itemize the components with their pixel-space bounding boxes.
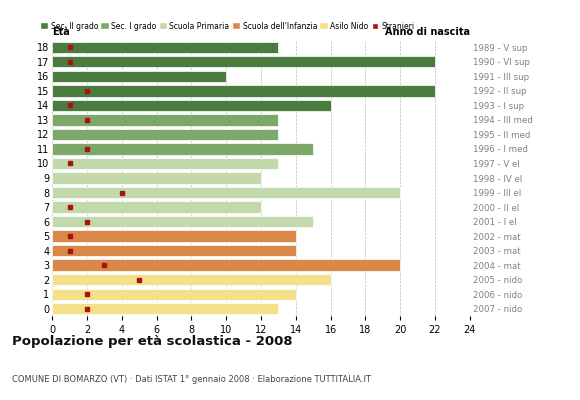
Bar	[52, 216, 313, 227]
Bar	[52, 288, 296, 300]
Bar	[52, 187, 400, 198]
Text: Popolazione per età scolastica - 2008: Popolazione per età scolastica - 2008	[12, 335, 292, 348]
Text: Anno di nascita: Anno di nascita	[385, 27, 470, 37]
Legend: Sec. II grado, Sec. I grado, Scuola Primaria, Scuola dell'Infanzia, Asilo Nido, : Sec. II grado, Sec. I grado, Scuola Prim…	[41, 22, 414, 31]
Bar	[52, 100, 331, 111]
Bar	[52, 85, 435, 96]
Bar	[52, 143, 313, 155]
Bar	[52, 114, 278, 126]
Bar	[52, 172, 261, 184]
Bar	[52, 303, 278, 314]
Bar	[52, 71, 226, 82]
Bar	[52, 245, 296, 256]
Bar	[52, 201, 261, 213]
Text: COMUNE DI BOMARZO (VT) · Dati ISTAT 1° gennaio 2008 · Elaborazione TUTTITALIA.IT: COMUNE DI BOMARZO (VT) · Dati ISTAT 1° g…	[12, 375, 371, 384]
Bar	[52, 56, 435, 68]
Bar	[52, 274, 331, 285]
Bar	[52, 42, 278, 53]
Bar	[52, 129, 278, 140]
Bar	[52, 260, 400, 271]
Bar	[52, 158, 278, 169]
Bar	[52, 230, 296, 242]
Text: Età: Età	[52, 27, 70, 37]
